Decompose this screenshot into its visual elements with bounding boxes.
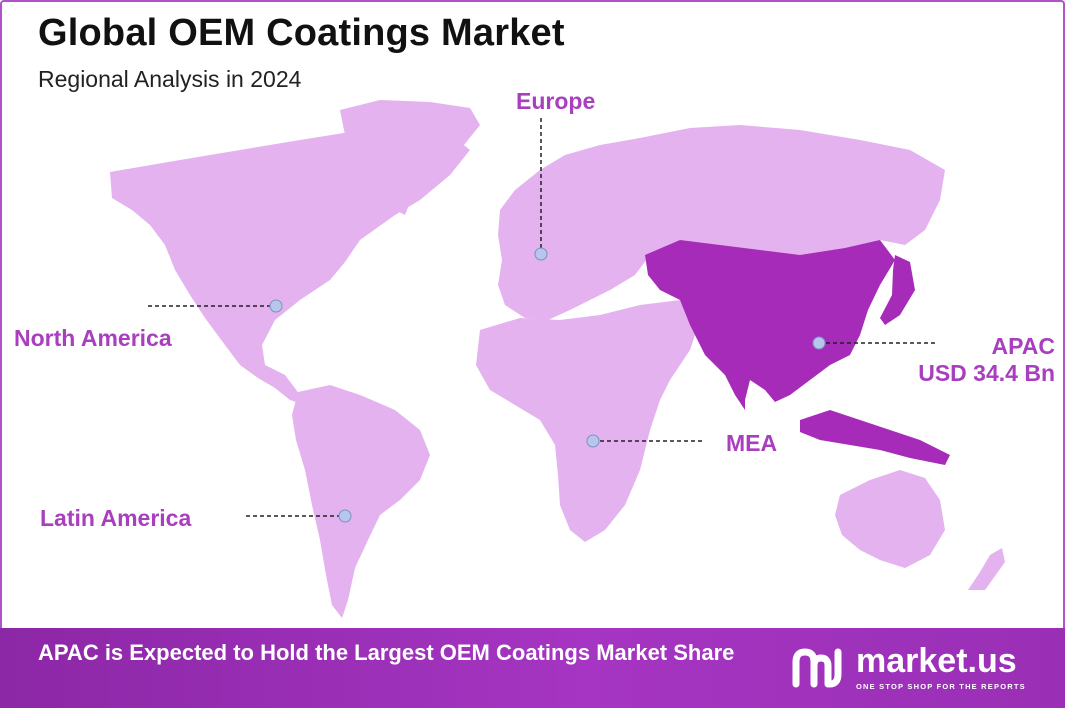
- world-map: [110, 100, 1005, 618]
- marker-north-america: [269, 299, 283, 313]
- brand: market.us ONE STOP SHOP FOR THE REPORTS: [790, 642, 1040, 698]
- page-subtitle: Regional Analysis in 2024: [38, 66, 302, 92]
- marker-latin-america: [338, 509, 352, 523]
- region-apac: [645, 240, 895, 410]
- marker-apac: [812, 336, 826, 350]
- label-latin-america: Latin America: [40, 505, 192, 531]
- region-north-america: [110, 118, 470, 405]
- marker-europe: [534, 247, 548, 261]
- label-europe: Europe: [516, 88, 596, 114]
- footer-text: APAC is Expected to Hold the Largest OEM…: [38, 640, 735, 665]
- region-europe: [498, 125, 945, 320]
- label-apac-name: APAC: [991, 333, 1055, 359]
- brand-name: market.us: [856, 642, 1017, 680]
- market-us-logo-icon: [792, 648, 842, 688]
- region-greenland: [340, 100, 480, 215]
- brand-tagline: ONE STOP SHOP FOR THE REPORTS: [856, 682, 1026, 691]
- region-new-zealand: [968, 548, 1005, 590]
- region-japan: [880, 255, 915, 325]
- label-mea: MEA: [726, 430, 778, 456]
- label-north-america: North America: [14, 325, 172, 351]
- label-apac-value: USD 34.4 Bn: [918, 360, 1055, 386]
- label-apac: APAC USD 34.4 Bn: [918, 333, 1055, 387]
- footer-banner: APAC is Expected to Hold the Largest OEM…: [0, 628, 1065, 708]
- marker-mea: [586, 434, 600, 448]
- region-apac-islands: [800, 410, 950, 465]
- region-australia: [835, 470, 945, 568]
- region-mea: [476, 300, 700, 542]
- region-latin-america: [292, 385, 430, 618]
- page-title: Global OEM Coatings Market: [38, 12, 565, 54]
